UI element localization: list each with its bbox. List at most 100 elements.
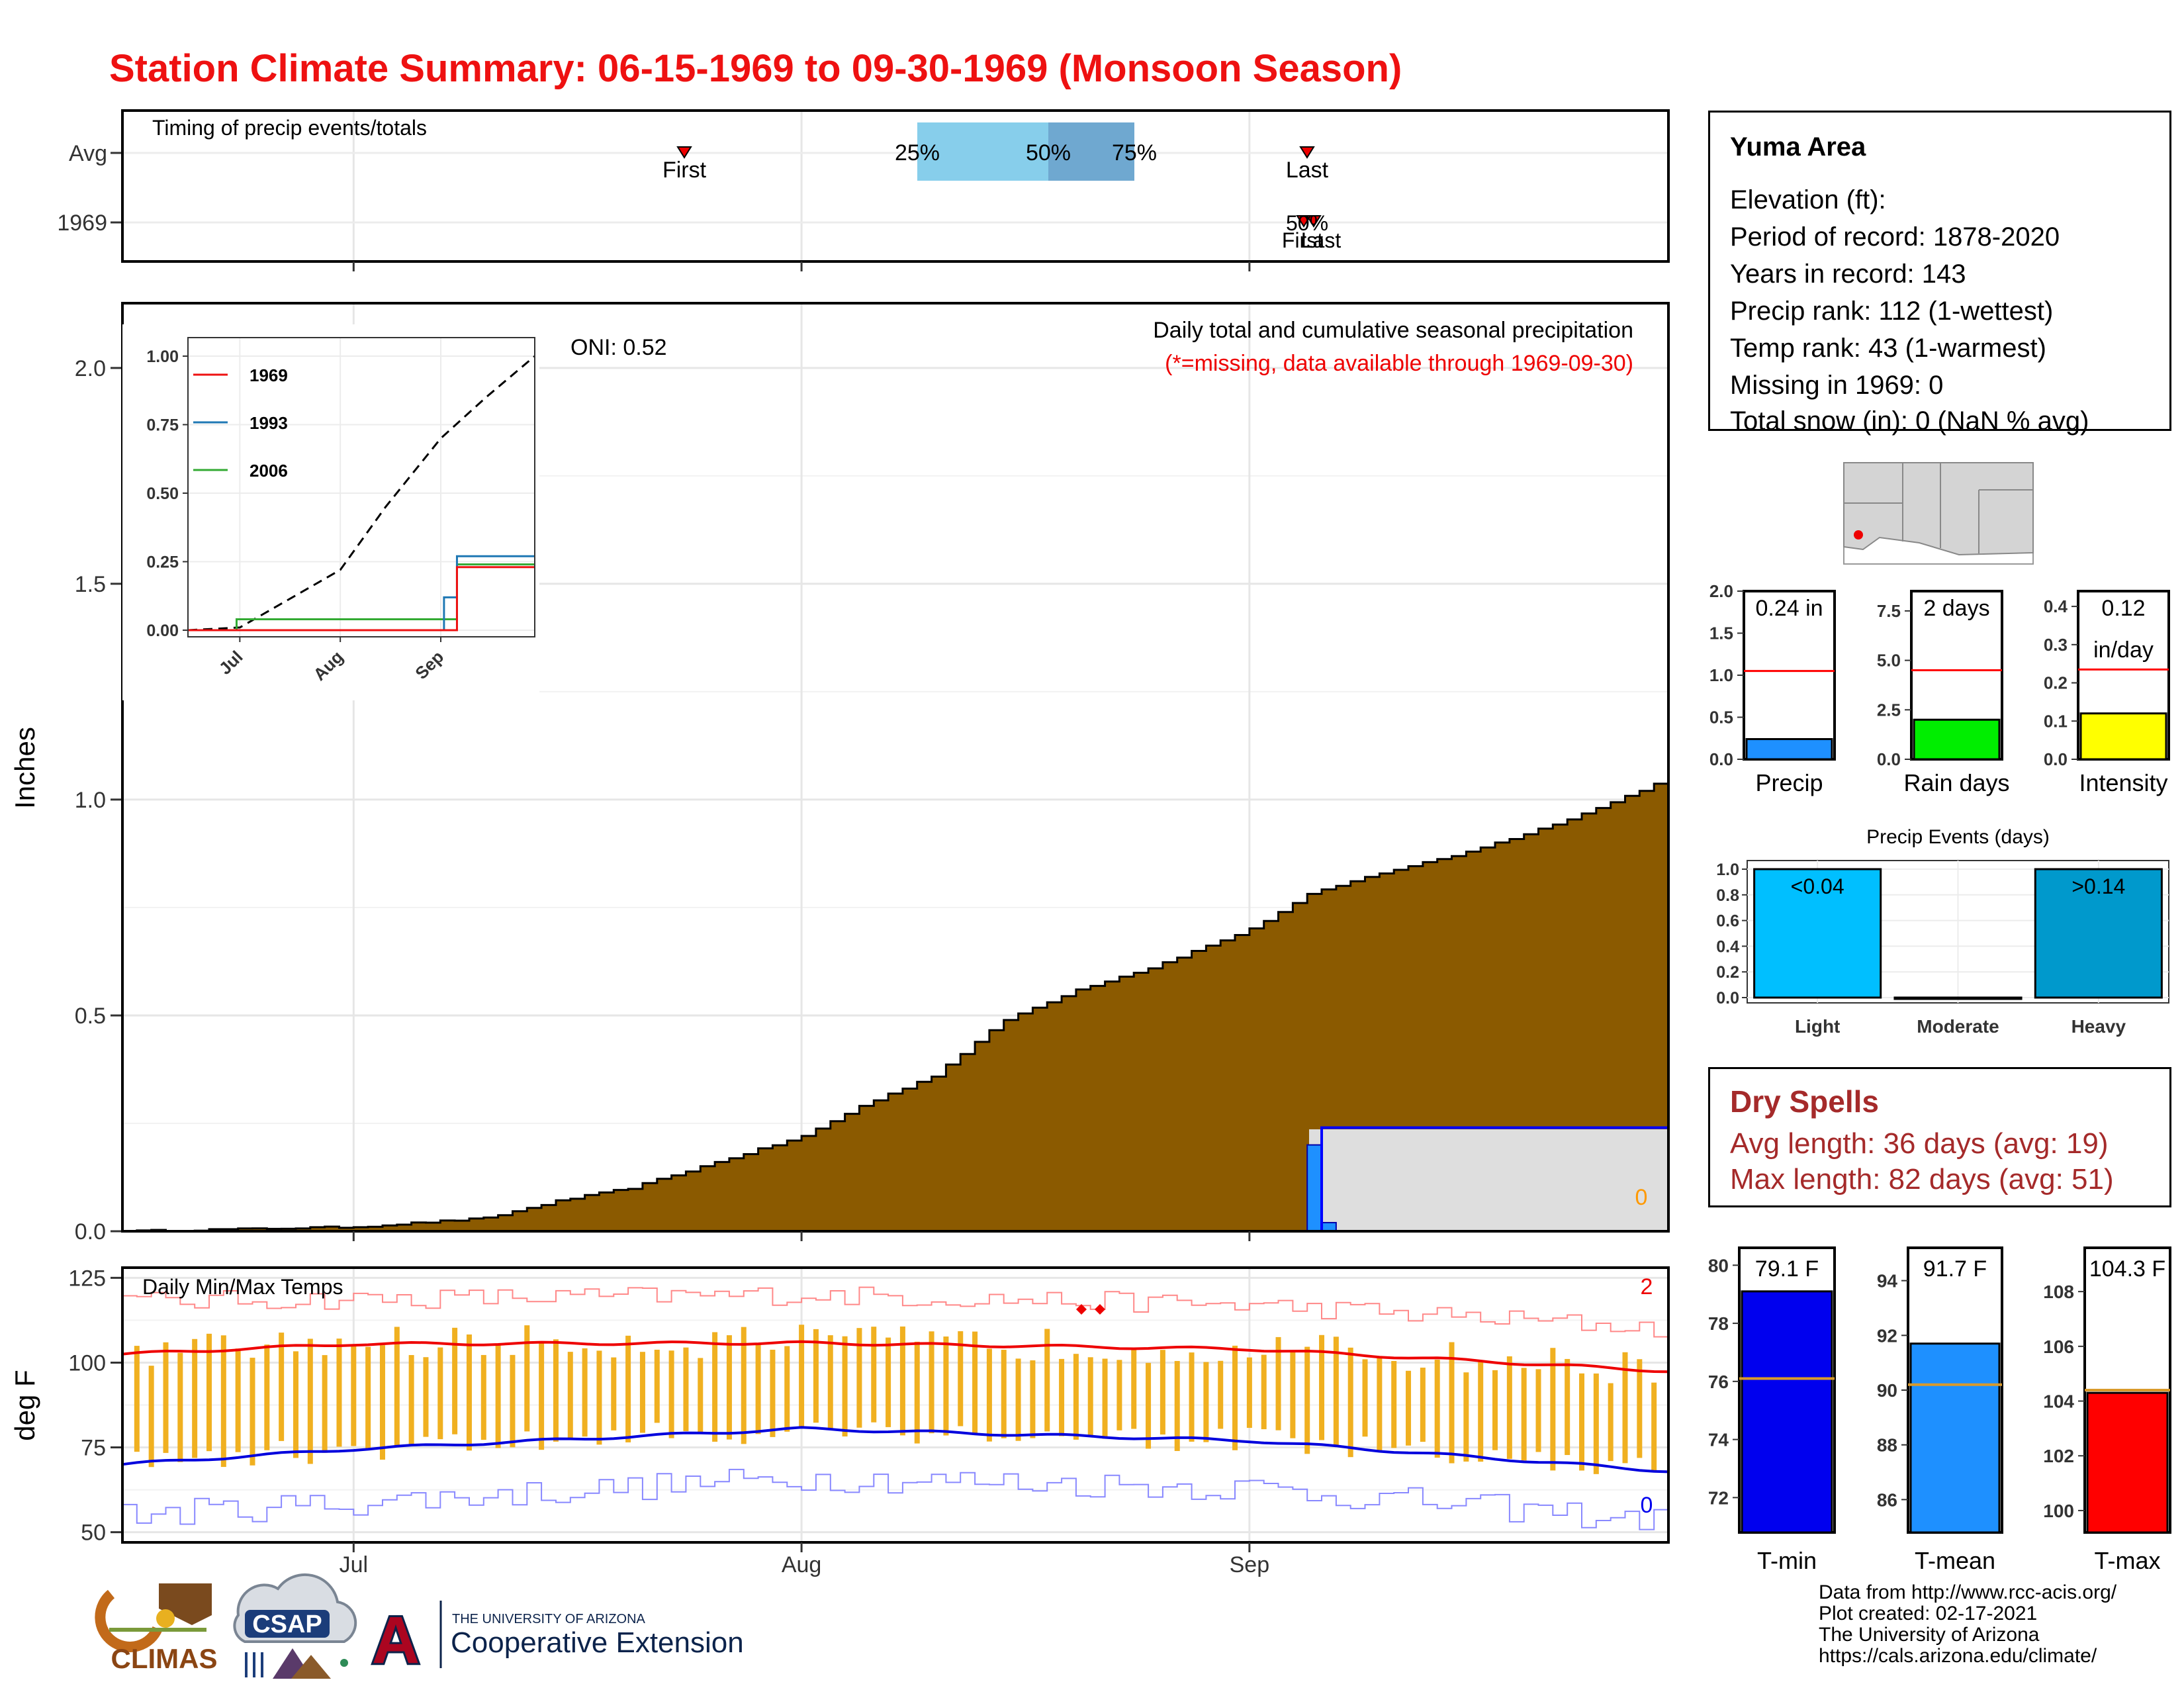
temps-high-count: 2 bbox=[1641, 1274, 1653, 1299]
dry-spells-title: Dry Spells bbox=[1730, 1084, 1879, 1119]
station-years: Years in record: 143 bbox=[1730, 259, 1966, 289]
daily-temp-bar bbox=[1550, 1348, 1556, 1471]
csap-logo: CSAP bbox=[233, 1573, 357, 1679]
temp-summary-ytick: 80 bbox=[1708, 1255, 1729, 1276]
record-max-line bbox=[122, 1286, 1669, 1338]
events-ytick-label: 1.0 bbox=[1716, 861, 1739, 879]
credit-data-source: Data from http://www.rcc-acis.org/ bbox=[1819, 1581, 2117, 1603]
date-xtick-label: Sep bbox=[1230, 1552, 1270, 1577]
temperature-panel: Daily Min/Max Temps 2 0 50 75 100 125 deg F… bbox=[9, 261, 1670, 1577]
daily-temp-bar bbox=[1347, 1347, 1353, 1458]
summary-bar-ytick: 0.0 bbox=[1877, 749, 1901, 769]
summary-bar-label: Rain days bbox=[1903, 769, 2009, 796]
csap-wordmark: CSAP bbox=[252, 1611, 322, 1638]
station-location-dot bbox=[1854, 530, 1863, 539]
precip-zero-count: 0 bbox=[1635, 1185, 1648, 1210]
inset-ytick-label: 0.25 bbox=[146, 553, 179, 572]
temp-summary-t-min: 79.1 F T-min 72 74 76 78 80 bbox=[1708, 1246, 1836, 1574]
timing-iqr-high bbox=[1048, 122, 1134, 181]
timing-panel-label: Timing of precip events/totals bbox=[152, 116, 427, 140]
daily-temp-bar bbox=[683, 1347, 689, 1432]
summary-bar-value: 0.24 in bbox=[1755, 596, 1823, 621]
inset-legend-1969: 1969 bbox=[250, 365, 288, 385]
daily-temp-bar bbox=[770, 1349, 776, 1437]
daily-temp-bar bbox=[1275, 1336, 1281, 1430]
daily-temp-bar bbox=[1261, 1354, 1267, 1430]
events-title: Precip Events (days) bbox=[1866, 826, 2050, 848]
summary-bar-precip: 0.24 in Precip 0.0 0.5 1.0 1.5 2.0 bbox=[1709, 581, 1836, 796]
daily-temp-bar bbox=[1637, 1359, 1643, 1458]
daily-temp-bar bbox=[1420, 1368, 1426, 1442]
daily-temp-bar bbox=[379, 1345, 385, 1460]
daily-temp-bar bbox=[1506, 1356, 1512, 1459]
daily-temp-bar bbox=[1203, 1362, 1209, 1442]
inset-ytick-label: 0.50 bbox=[146, 485, 179, 503]
timing-1969-last-label: Last bbox=[1301, 228, 1342, 252]
timing-1969-first-label: First bbox=[1282, 228, 1323, 252]
daily-temp-bar bbox=[1565, 1358, 1570, 1456]
daily-temp-bar bbox=[1319, 1335, 1325, 1440]
timing-p75: 75% bbox=[1112, 140, 1157, 165]
daily-temp-bar bbox=[206, 1333, 212, 1452]
record-min-line bbox=[122, 1468, 1669, 1533]
station-precip-rank: Precip rank: 112 (1-wettest) bbox=[1730, 297, 2054, 326]
timing-avg-first-label: First bbox=[662, 158, 707, 183]
temp-summary-ytick: 78 bbox=[1708, 1313, 1729, 1334]
temp-summary-label: T-min bbox=[1757, 1547, 1817, 1574]
daily-temp-bar bbox=[1290, 1351, 1296, 1438]
daily-temp-bar bbox=[784, 1346, 790, 1432]
summary-bar-label: Intensity bbox=[2079, 769, 2167, 796]
station-temp-rank: Temp rank: 43 (1-warmest) bbox=[1730, 334, 2046, 363]
daily-precip-bar-0 bbox=[1306, 1144, 1323, 1233]
daily-temp-bar bbox=[1087, 1357, 1093, 1436]
daily-temp-bar bbox=[1189, 1352, 1195, 1442]
daily-temp-bar bbox=[755, 1344, 761, 1434]
daily-temp-bar bbox=[1362, 1359, 1368, 1437]
summary-bar-ytick: 0.4 bbox=[2044, 596, 2068, 616]
events-ytick-label: 0.6 bbox=[1716, 912, 1739, 931]
ua-letter: A bbox=[372, 1603, 420, 1677]
daily-temp-bar bbox=[1463, 1372, 1469, 1462]
events-xtick-label: Heavy bbox=[2071, 1016, 2126, 1037]
daily-temp-bar bbox=[235, 1348, 241, 1452]
temps-ytick-label: 125 bbox=[68, 1266, 106, 1291]
daily-temp-bar bbox=[1001, 1350, 1007, 1438]
summary-bar-ytick: 0.2 bbox=[2044, 673, 2068, 693]
daily-temp-bar bbox=[177, 1352, 183, 1462]
station-name: Yuma Area bbox=[1730, 132, 1866, 162]
daily-temp-bar bbox=[510, 1354, 516, 1448]
avg-max-line bbox=[122, 1340, 1669, 1374]
daily-temp-bar bbox=[842, 1336, 848, 1437]
station-info-box: Yuma Area Elevation (ft): Period of reco… bbox=[1708, 111, 2171, 436]
daily-temp-bar bbox=[1651, 1382, 1657, 1472]
temp-summary-fill bbox=[1909, 1342, 2001, 1534]
precip-ytick-label: 2.0 bbox=[75, 356, 106, 381]
daily-temp-bar bbox=[958, 1331, 964, 1427]
summary-bar-fill bbox=[1745, 738, 1833, 761]
temp-summary-t-max: 104.3 F T-max 100 102 104 106 108 bbox=[2043, 1246, 2171, 1574]
daily-temp-bar bbox=[539, 1342, 545, 1450]
daily-temp-bar bbox=[192, 1338, 198, 1458]
summary-bar-value: 2 days bbox=[1923, 596, 1989, 621]
temp-summary-label: T-mean bbox=[1915, 1547, 1995, 1574]
summary-bar-ytick: 1.0 bbox=[1709, 665, 1733, 685]
temp-summary-fill bbox=[1741, 1290, 1833, 1534]
events-xtick-label: Light bbox=[1795, 1016, 1840, 1037]
daily-temp-bar bbox=[452, 1327, 458, 1434]
oni-label: ONI: 0.52 bbox=[570, 335, 667, 360]
daily-temp-bar bbox=[336, 1338, 342, 1447]
timing-1969-marker bbox=[1296, 215, 1322, 228]
daily-temp-bar bbox=[914, 1341, 920, 1444]
daily-temp-bar bbox=[1232, 1345, 1238, 1450]
events-ytick-label: 0.0 bbox=[1716, 989, 1739, 1008]
precip-ytick-label: 1.0 bbox=[75, 788, 106, 813]
temp-summary-ytick: 90 bbox=[1877, 1380, 1897, 1401]
summary-bar-ytick: 0.5 bbox=[1709, 708, 1733, 727]
daily-temp-bar bbox=[1059, 1358, 1065, 1436]
daily-temp-bar bbox=[524, 1325, 530, 1432]
dry-spells-avg: Avg length: 36 days (avg: 19) bbox=[1730, 1127, 2109, 1160]
daily-temp-bar bbox=[408, 1355, 414, 1445]
temp-summary-ytick: 86 bbox=[1877, 1489, 1897, 1510]
timing-avg-last-label: Last bbox=[1286, 158, 1329, 183]
daily-temp-bar bbox=[1146, 1362, 1152, 1449]
